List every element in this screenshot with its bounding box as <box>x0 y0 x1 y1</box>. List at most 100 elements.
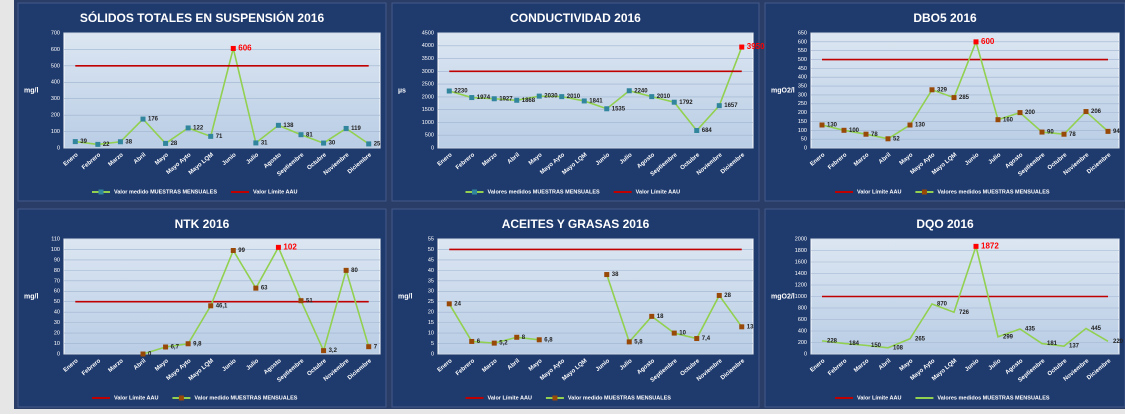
y-tick-label: 2000 <box>422 94 434 100</box>
y-tick-label: 4500 <box>422 30 434 36</box>
legend-label: Valor Límite AAU <box>253 189 297 195</box>
data-point <box>163 344 169 350</box>
data-point <box>973 39 979 45</box>
data-label: 130 <box>827 123 838 129</box>
y-tick-label: 500 <box>51 63 60 69</box>
y-tick-label: 50 <box>801 137 807 143</box>
data-point <box>321 140 327 146</box>
data-label: 78 <box>871 132 878 138</box>
data-label: 285 <box>959 95 970 101</box>
y-axis-label: mgO2/l <box>771 293 795 300</box>
data-point <box>951 95 957 101</box>
data-label: 63 <box>261 286 268 292</box>
chart-title: ACEITES Y GRASAS 2016 <box>502 217 650 231</box>
y-tick-label: 600 <box>798 317 807 323</box>
series-line <box>75 48 370 146</box>
data-label: 265 <box>915 336 926 342</box>
y-tick-label: 0 <box>431 145 434 151</box>
data-label: 6,8 <box>544 337 553 343</box>
data-label: 13 <box>747 324 754 330</box>
data-label: 46,1 <box>216 303 228 309</box>
data-label: 78 <box>1069 132 1076 138</box>
y-tick-label: 500 <box>798 57 807 63</box>
y-axis-label: µs <box>398 87 406 94</box>
data-label: 90 <box>1047 130 1054 136</box>
y-tick-label: 300 <box>51 96 60 102</box>
data-label: 1535 <box>612 106 626 112</box>
data-label: 684 <box>702 128 713 134</box>
data-point <box>514 97 520 103</box>
data-point <box>208 303 214 309</box>
y-tick-label: 100 <box>51 247 60 253</box>
legend-label: Valor Límite AAU <box>114 395 158 401</box>
legend-label: Valor Límite AAU <box>857 189 901 195</box>
series-line <box>821 243 1109 349</box>
data-point <box>559 94 565 100</box>
y-tick-label: 90 <box>54 257 60 263</box>
data-label: 3,2 <box>329 348 338 354</box>
data-point <box>275 122 281 128</box>
data-label: 22 <box>103 142 110 148</box>
legend-marker <box>552 395 558 401</box>
y-tick-label: 300 <box>798 92 807 98</box>
legend-marker <box>472 189 477 195</box>
data-point <box>446 88 452 94</box>
data-label: 7,4 <box>702 336 711 342</box>
y-tick-label: 500 <box>425 133 434 139</box>
y-tick-label: 1000 <box>422 120 434 126</box>
data-point <box>819 122 825 128</box>
plot-area <box>63 238 381 355</box>
y-tick-label: 100 <box>51 129 60 135</box>
data-point <box>95 141 101 147</box>
y-tick-label: 0 <box>804 145 807 151</box>
data-label: 176 <box>148 117 159 123</box>
data-label: 51 <box>306 298 313 304</box>
y-axis-label: mg/l <box>24 293 38 300</box>
data-point <box>366 141 372 147</box>
y-tick-label: 0 <box>57 145 60 151</box>
y-tick-label: 0 <box>57 351 60 357</box>
data-point <box>275 244 281 250</box>
data-label: 94 <box>1113 129 1120 135</box>
y-tick-label: 80 <box>54 268 60 274</box>
y-tick-label: 1800 <box>795 248 807 254</box>
data-point <box>604 272 610 278</box>
legend-marker <box>921 189 927 195</box>
data-point <box>298 132 304 138</box>
y-tick-label: 0 <box>431 351 434 357</box>
data-point <box>491 340 497 346</box>
y-tick-label: 0 <box>804 351 807 357</box>
y-tick-label: 30 <box>54 320 60 326</box>
data-label: 6 <box>477 339 481 345</box>
series-line <box>449 46 743 132</box>
plot-area <box>437 32 754 149</box>
y-tick-label: 400 <box>51 80 60 86</box>
y-axis-label: mg/l <box>398 293 412 300</box>
y-tick-label: 550 <box>798 48 807 54</box>
data-label: 181 <box>1047 341 1058 347</box>
data-label: 7 <box>374 344 378 350</box>
data-label: 1792 <box>679 100 693 106</box>
y-tick-label: 45 <box>428 257 434 263</box>
chart-title: CONDUCTIVIDAD 2016 <box>510 11 641 25</box>
chart-title: NTK 2016 <box>175 217 230 231</box>
y-tick-label: 1500 <box>422 107 434 113</box>
data-point <box>1061 131 1067 137</box>
data-label: 39 <box>80 139 87 145</box>
data-point <box>671 99 677 105</box>
y-tick-label: 650 <box>798 30 807 36</box>
data-point <box>366 344 372 350</box>
y-tick-label: 800 <box>798 305 807 311</box>
y-tick-label: 3500 <box>422 56 434 62</box>
data-point <box>716 103 722 109</box>
data-label: 200 <box>1025 110 1036 116</box>
data-point <box>208 133 214 139</box>
data-label: 38 <box>125 139 132 145</box>
y-tick-label: 1200 <box>795 282 807 288</box>
y-tick-label: 350 <box>798 84 807 90</box>
data-point <box>253 285 259 291</box>
y-tick-label: 400 <box>798 75 807 81</box>
data-point <box>716 292 722 298</box>
data-label: 329 <box>937 87 948 93</box>
